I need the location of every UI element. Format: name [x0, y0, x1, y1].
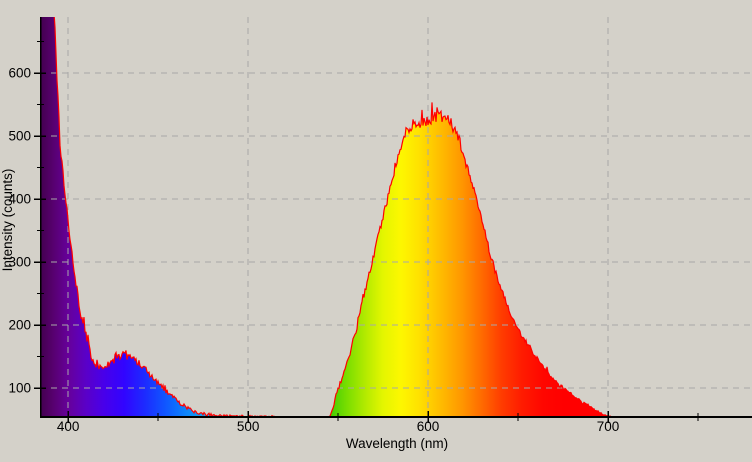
y-tick-label: 100 [8, 381, 31, 396]
y-tick-label: 500 [8, 129, 31, 144]
axis-labels: Wavelength (nm) Intensity (counts) 400 50… [0, 66, 619, 451]
axes [34, 17, 752, 423]
x-tick-label: 600 [417, 419, 440, 434]
y-axis-title: Intensity (counts) [0, 169, 15, 272]
x-axis-title: Wavelength (nm) [346, 436, 448, 451]
x-tick-label: 700 [597, 419, 620, 434]
y-tick-label: 400 [8, 192, 31, 207]
y-tick-label: 200 [8, 318, 31, 333]
x-tick-label: 500 [237, 419, 260, 434]
y-tick-label: 300 [8, 255, 31, 270]
x-tick-label: 400 [57, 419, 80, 434]
grid-lines [40, 17, 752, 417]
spectrum-area [40, 17, 612, 417]
y-tick-label: 600 [8, 66, 31, 81]
